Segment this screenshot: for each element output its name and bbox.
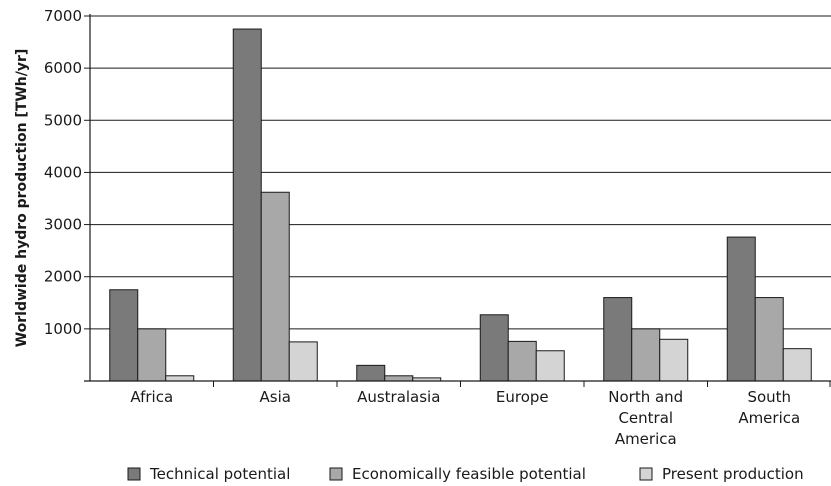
y-tick-label: 2000 [44,268,82,286]
category-label: Central [618,409,673,427]
y-tick-label: 6000 [44,59,82,77]
y-tick-label: 4000 [44,163,82,181]
y-tick-label: 1000 [44,320,82,338]
gridlines [90,15,831,330]
bar [260,191,290,382]
bar [288,341,318,382]
bars [109,28,812,382]
legend-label: Economically feasible potential [352,465,586,483]
bar [232,28,262,382]
category-label: Australasia [357,388,440,406]
category-label: America [738,409,800,427]
bar [507,340,537,382]
bar [754,297,784,382]
axes [84,14,831,387]
category-labels: Africa Asia Australasia Europe North and Cent… [130,388,800,448]
bar [726,236,756,382]
y-tick-labels: 1000 2000 3000 4000 5000 6000 7000 [44,7,82,338]
bar [165,375,195,382]
category-label: South [747,388,791,406]
y-axis-label: Worldwide hydro production [TWh/yr] [14,49,30,348]
bar [659,338,689,382]
category-label: Asia [260,388,291,406]
category-label: Africa [130,388,173,406]
y-tick-label: 3000 [44,216,82,234]
legend-swatch [329,467,343,481]
bar [782,348,812,382]
bar [137,328,167,382]
bar [631,328,661,382]
category-label: Europe [496,388,549,406]
legend: Technical potential Economically feasible… [127,465,804,483]
bar [535,350,565,382]
bar [479,314,509,382]
bar [356,364,386,382]
y-tick-label: 7000 [44,7,82,25]
legend-label: Present production [662,465,804,483]
bar [109,289,139,382]
category-label: North and [608,388,683,406]
y-tick-label: 5000 [44,111,82,129]
legend-swatch [127,467,141,481]
legend-swatch [639,467,653,481]
legend-label: Technical potential [149,465,290,483]
bar [384,375,414,382]
category-label: America [615,430,677,448]
bar [603,297,633,382]
